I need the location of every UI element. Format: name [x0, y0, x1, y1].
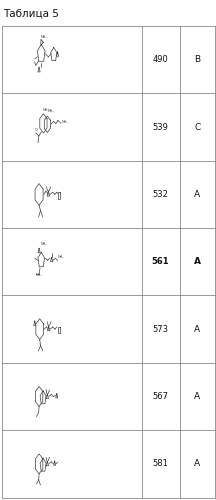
Text: A: A	[194, 257, 201, 266]
Text: 490: 490	[153, 55, 168, 64]
Text: NH₂: NH₂	[58, 256, 65, 260]
Text: Таблица 5: Таблица 5	[3, 9, 59, 19]
Text: 573: 573	[153, 324, 169, 334]
Text: A: A	[194, 460, 200, 468]
Text: 561: 561	[152, 257, 170, 266]
Text: NH₂: NH₂	[42, 108, 49, 112]
Text: O: O	[35, 128, 37, 132]
Text: A: A	[194, 324, 200, 334]
Text: C: C	[194, 122, 200, 132]
Text: 532: 532	[153, 190, 169, 199]
Text: B: B	[194, 55, 200, 64]
Text: 567: 567	[153, 392, 169, 401]
Text: NH₂: NH₂	[40, 242, 47, 246]
Text: A: A	[194, 190, 200, 199]
Text: A: A	[194, 392, 200, 401]
Text: NH₂: NH₂	[35, 274, 42, 278]
Text: 539: 539	[153, 122, 169, 132]
Text: NH₂: NH₂	[48, 109, 55, 113]
Text: NH₂: NH₂	[62, 120, 68, 124]
Text: 581: 581	[153, 460, 169, 468]
Text: NH₂: NH₂	[40, 35, 47, 39]
